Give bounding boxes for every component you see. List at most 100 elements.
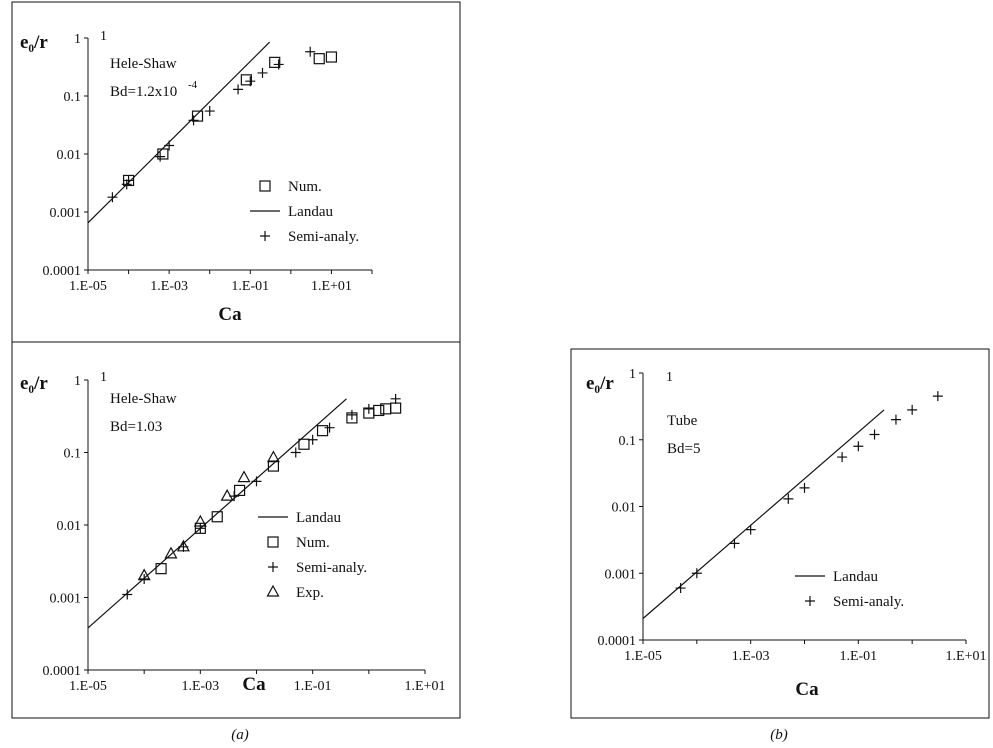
y-tick-label: 0.001 bbox=[605, 567, 637, 582]
data-point-square bbox=[390, 402, 402, 414]
legend-swatch-square bbox=[267, 536, 279, 548]
data-point-plus bbox=[869, 429, 880, 440]
legend-swatch-triangle bbox=[266, 584, 280, 597]
data-point-plus bbox=[155, 151, 166, 162]
y-axis-top-label: 1 bbox=[666, 370, 673, 385]
chart-a-top: 0.0001 0.001 0.01 0.1 1 1.E-05 1.E-03 1.E-01 1.E… bbox=[20, 29, 373, 325]
chart-a-bottom: 0.0001 0.001 0.01 0.1 1 1.E-05 1.E-03 1.E-01 1.E… bbox=[20, 370, 445, 695]
data-point-triangle bbox=[176, 539, 190, 552]
x-tick-label: 1.E-03 bbox=[150, 279, 188, 294]
annotation-line-2: Bd=1.2x10 bbox=[110, 84, 177, 100]
data-point-plus bbox=[783, 493, 794, 504]
y-axis-top-label: 1 bbox=[100, 29, 107, 44]
data-point-plus bbox=[195, 523, 206, 534]
y-axis-label: e₀/r bbox=[586, 373, 614, 394]
caption-b: (b) bbox=[770, 727, 788, 743]
x-tick-label: 1.E+01 bbox=[946, 649, 987, 664]
data-point-square bbox=[233, 484, 246, 497]
data-point-square bbox=[191, 110, 204, 122]
data-point-plus bbox=[324, 422, 335, 433]
data-point-plus bbox=[890, 414, 901, 425]
data-point-plus bbox=[675, 583, 686, 594]
landau-line bbox=[642, 409, 885, 619]
y-tick-label: 1 bbox=[74, 32, 81, 47]
data-point-plus bbox=[245, 76, 256, 87]
annotation-superscript: -4 bbox=[188, 79, 198, 91]
x-axis-label: Ca bbox=[218, 304, 242, 325]
data-point-plus bbox=[307, 434, 318, 445]
x-axis-label: Ca bbox=[242, 674, 266, 695]
data-point-plus bbox=[346, 409, 357, 420]
data-point-plus bbox=[123, 175, 134, 186]
x-tick-label: 1.E-03 bbox=[732, 649, 770, 664]
y-axis-label: e₀/r bbox=[20, 32, 48, 53]
data-point-plus bbox=[390, 393, 401, 404]
data-point-plus bbox=[273, 59, 284, 70]
data-point-square bbox=[316, 425, 329, 437]
y-tick-label: 0.1 bbox=[64, 447, 82, 462]
legend-label: Landau bbox=[833, 569, 878, 585]
panel-a-bottom-frame bbox=[11, 341, 461, 719]
data-point-triangle bbox=[137, 568, 151, 581]
data-point-square bbox=[298, 438, 310, 450]
data-point-triangle bbox=[220, 488, 234, 501]
x-axis-label: Ca bbox=[795, 679, 819, 700]
data-point-plus bbox=[139, 573, 150, 584]
landau-line bbox=[87, 398, 347, 629]
data-point-square bbox=[240, 74, 252, 86]
data-point-plus bbox=[122, 589, 133, 600]
data-point-square bbox=[313, 53, 325, 65]
data-point-plus bbox=[691, 568, 702, 579]
data-point-plus bbox=[251, 476, 262, 487]
data-point-plus bbox=[745, 524, 756, 535]
data-point-plus bbox=[799, 482, 810, 493]
y-tick-label: 0.1 bbox=[619, 434, 637, 449]
y-tick-label: 0.001 bbox=[50, 206, 82, 221]
data-point-plus bbox=[363, 403, 374, 414]
y-tick-label: 0.0001 bbox=[598, 634, 637, 649]
data-point-square bbox=[155, 563, 167, 575]
data-point-plus bbox=[729, 538, 740, 549]
y-tick-label: 0.0001 bbox=[43, 264, 82, 279]
data-point-plus bbox=[932, 391, 943, 402]
annotation-line-1: Tube bbox=[667, 413, 698, 429]
data-point-plus bbox=[233, 84, 244, 95]
annotation-line-2: Bd=5 bbox=[667, 441, 700, 457]
data-point-plus bbox=[257, 67, 268, 78]
y-tick-label: 0.01 bbox=[57, 519, 82, 534]
legend-swatch-plus bbox=[260, 231, 270, 241]
data-point-plus bbox=[853, 441, 864, 452]
annotation-line-1: Hele-Shaw bbox=[110, 56, 177, 72]
y-tick-label: 0.1 bbox=[64, 90, 82, 105]
annotation-line-2: Bd=1.03 bbox=[110, 419, 162, 435]
data-point-triangle bbox=[266, 450, 280, 463]
caption-a: (a) bbox=[231, 727, 249, 743]
legend-swatch-plus bbox=[268, 562, 278, 572]
data-point-plus bbox=[188, 115, 199, 126]
legend-label: Landau bbox=[296, 510, 341, 526]
legend-swatch-plus bbox=[805, 596, 815, 606]
data-point-plus bbox=[305, 46, 316, 57]
data-point-triangle bbox=[164, 546, 178, 559]
data-point-plus bbox=[107, 192, 118, 203]
data-point-square bbox=[269, 56, 281, 68]
y-tick-label: 0.01 bbox=[57, 148, 82, 163]
x-tick-label: 1.E-05 bbox=[624, 649, 662, 664]
legend-label: Semi-analy. bbox=[833, 594, 904, 610]
x-tick-label: 1.E-01 bbox=[839, 649, 877, 664]
panel-b-frame bbox=[570, 348, 990, 719]
legend-label: Semi-analy. bbox=[288, 229, 359, 245]
data-point-plus bbox=[164, 140, 175, 151]
legend-label: Landau bbox=[288, 204, 333, 220]
legend-label: Exp. bbox=[296, 585, 324, 601]
x-tick-label: 1.E+01 bbox=[405, 679, 446, 694]
data-point-square bbox=[211, 511, 223, 523]
y-tick-label: 1 bbox=[74, 374, 81, 389]
x-tick-label: 1.E-01 bbox=[231, 279, 269, 294]
y-axis-top-label: 1 bbox=[100, 370, 107, 385]
x-tick-label: 1.E-03 bbox=[181, 679, 219, 694]
landau-line bbox=[87, 41, 271, 224]
annotation-line-1: Hele-Shaw bbox=[110, 391, 177, 407]
data-point-triangle bbox=[237, 470, 251, 483]
